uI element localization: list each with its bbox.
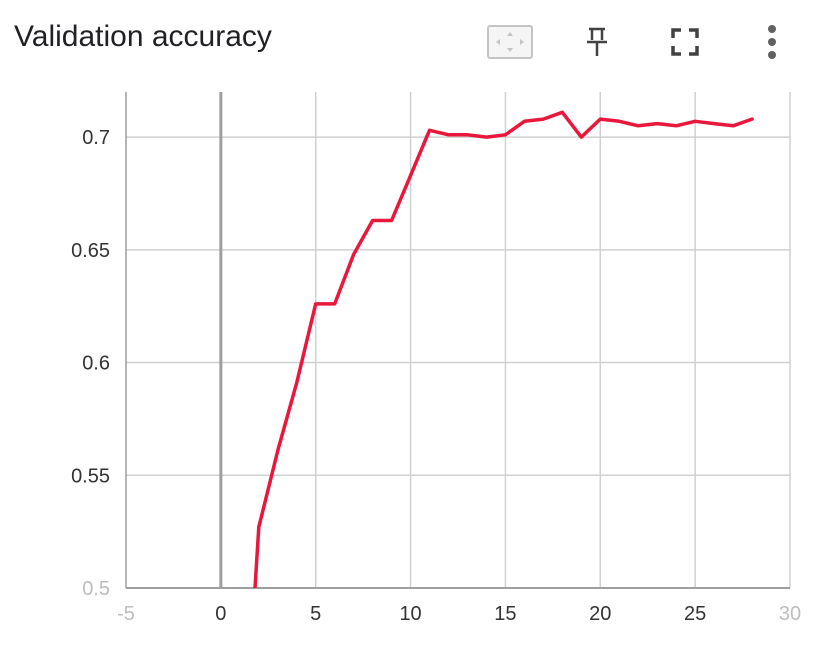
fit-domain-button[interactable] <box>486 20 534 64</box>
grid-lines <box>126 92 791 588</box>
x-tick-label: 10 <box>399 603 421 625</box>
y-tick-label: 0.55 <box>71 465 110 487</box>
x-tick-label: 25 <box>684 603 706 625</box>
x-tick-label: 30 <box>779 603 801 625</box>
chart-title: Validation accuracy <box>14 20 272 53</box>
y-tick-label: 0.6 <box>82 353 110 375</box>
y-tick-label: 0.7 <box>82 127 110 149</box>
pin-icon <box>587 27 607 56</box>
y-tick-label: 0.65 <box>71 240 110 262</box>
more-vert-icon <box>768 25 776 59</box>
series-layer <box>253 110 754 588</box>
x-tick-label: -5 <box>117 603 135 625</box>
fullscreen-button[interactable] <box>668 20 702 64</box>
series-line <box>253 110 754 588</box>
tick-labels: -5 0 5 10 15 20 25 30 0.5 0.55 0.6 0.65 0.7 <box>71 127 801 625</box>
x-tick-label: 0 <box>215 603 226 625</box>
x-tick-label: 5 <box>310 603 321 625</box>
fit-domain-icon <box>487 25 533 59</box>
y-tick-label: 0.5 <box>82 578 110 600</box>
more-options-button[interactable] <box>762 20 782 64</box>
axes <box>125 92 790 589</box>
fullscreen-icon <box>671 28 699 56</box>
x-tick-label: 15 <box>494 603 516 625</box>
x-tick-label: 20 <box>589 603 611 625</box>
pin-button[interactable] <box>582 20 612 64</box>
